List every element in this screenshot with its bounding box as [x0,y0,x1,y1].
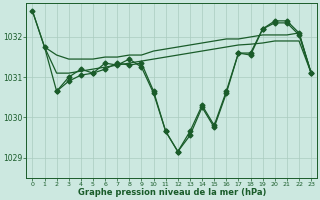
X-axis label: Graphe pression niveau de la mer (hPa): Graphe pression niveau de la mer (hPa) [77,188,266,197]
